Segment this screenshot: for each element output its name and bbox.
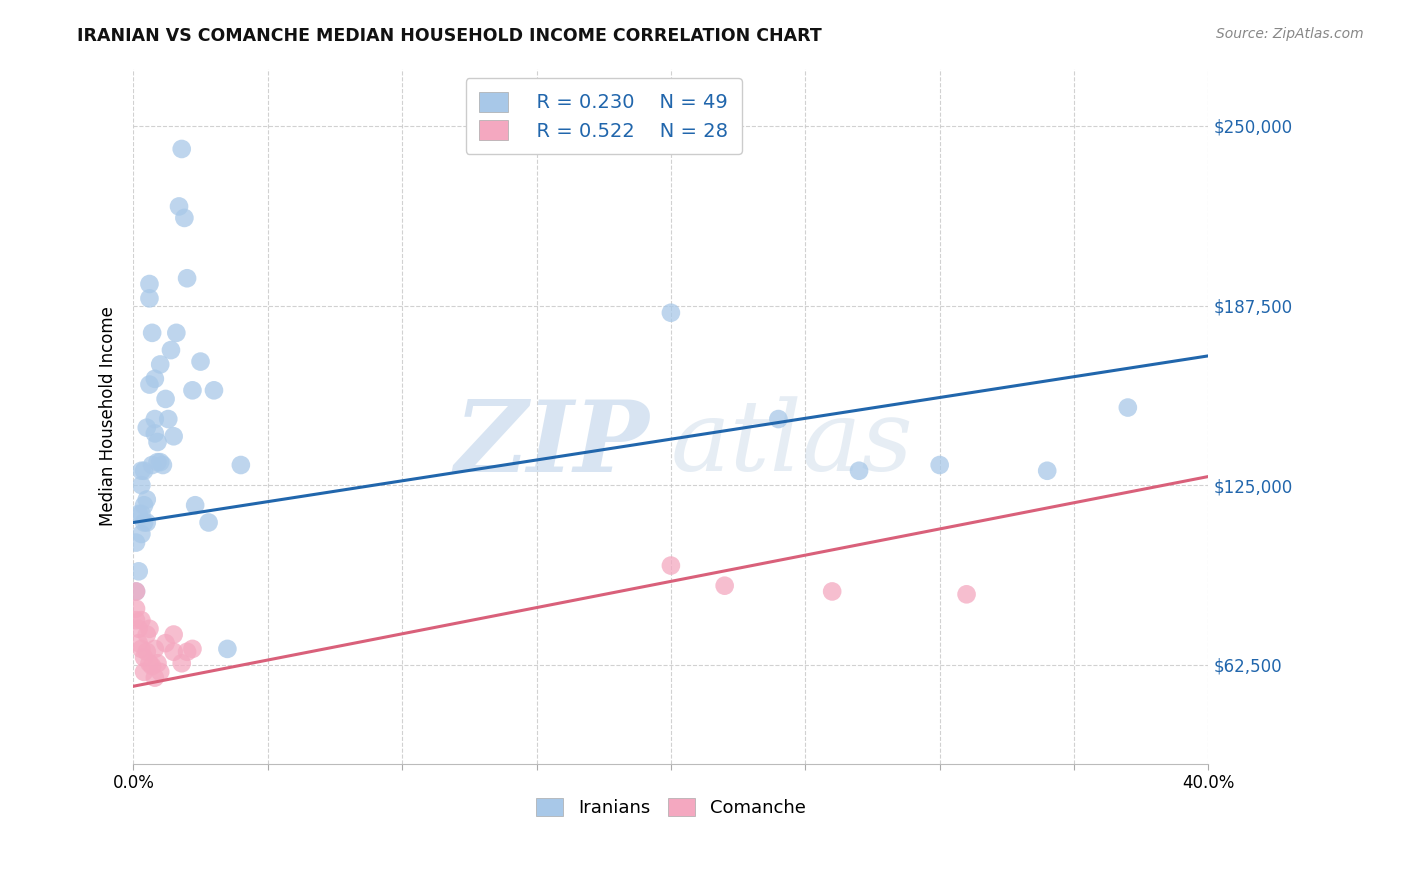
Point <box>128 622 150 636</box>
Point <box>131 478 153 492</box>
Point <box>138 377 160 392</box>
Point <box>143 426 166 441</box>
Point <box>713 579 735 593</box>
Point <box>138 291 160 305</box>
Text: atlas: atlas <box>671 396 914 491</box>
Point <box>128 636 150 650</box>
Point <box>152 458 174 472</box>
Point <box>141 659 163 673</box>
Point <box>131 641 153 656</box>
Point <box>135 492 157 507</box>
Text: IRANIAN VS COMANCHE MEDIAN HOUSEHOLD INCOME CORRELATION CHART: IRANIAN VS COMANCHE MEDIAN HOUSEHOLD INC… <box>77 27 823 45</box>
Point <box>131 507 153 521</box>
Point <box>149 455 172 469</box>
Point <box>125 584 148 599</box>
Point <box>165 326 187 340</box>
Point <box>141 458 163 472</box>
Point <box>202 384 225 398</box>
Point <box>143 412 166 426</box>
Point <box>132 665 155 679</box>
Point <box>155 636 177 650</box>
Point <box>173 211 195 225</box>
Point <box>125 535 148 549</box>
Point <box>176 271 198 285</box>
Point <box>141 326 163 340</box>
Point <box>132 464 155 478</box>
Point <box>146 657 169 671</box>
Point <box>125 584 148 599</box>
Point <box>659 558 682 573</box>
Point <box>138 277 160 291</box>
Point <box>197 516 219 530</box>
Point <box>131 527 153 541</box>
Text: ZIP: ZIP <box>454 396 650 492</box>
Point <box>149 358 172 372</box>
Point <box>155 392 177 406</box>
Point <box>1116 401 1139 415</box>
Point <box>928 458 950 472</box>
Point <box>132 516 155 530</box>
Point <box>125 601 148 615</box>
Point <box>135 420 157 434</box>
Point <box>955 587 977 601</box>
Y-axis label: Median Household Income: Median Household Income <box>100 306 117 526</box>
Point <box>167 199 190 213</box>
Point <box>190 354 212 368</box>
Point <box>149 665 172 679</box>
Point <box>138 622 160 636</box>
Point <box>163 645 186 659</box>
Point <box>181 641 204 656</box>
Point <box>160 343 183 357</box>
Point <box>821 584 844 599</box>
Point <box>135 516 157 530</box>
Point <box>176 645 198 659</box>
Point <box>217 641 239 656</box>
Point <box>143 372 166 386</box>
Point <box>768 412 790 426</box>
Point <box>132 498 155 512</box>
Point <box>125 613 148 627</box>
Point <box>229 458 252 472</box>
Point <box>128 564 150 578</box>
Text: Source: ZipAtlas.com: Source: ZipAtlas.com <box>1216 27 1364 41</box>
Point <box>146 455 169 469</box>
Point <box>1036 464 1059 478</box>
Point <box>848 464 870 478</box>
Point <box>184 498 207 512</box>
Point <box>163 627 186 641</box>
Point <box>659 306 682 320</box>
Point <box>143 671 166 685</box>
Point <box>132 650 155 665</box>
Point <box>128 507 150 521</box>
Legend: Iranians, Comanche: Iranians, Comanche <box>529 790 813 824</box>
Point <box>135 627 157 641</box>
Point <box>170 142 193 156</box>
Point <box>157 412 180 426</box>
Point <box>163 429 186 443</box>
Point <box>143 641 166 656</box>
Point <box>131 464 153 478</box>
Point <box>170 657 193 671</box>
Point <box>131 613 153 627</box>
Point <box>146 435 169 450</box>
Point <box>135 645 157 659</box>
Point <box>138 657 160 671</box>
Point <box>181 384 204 398</box>
